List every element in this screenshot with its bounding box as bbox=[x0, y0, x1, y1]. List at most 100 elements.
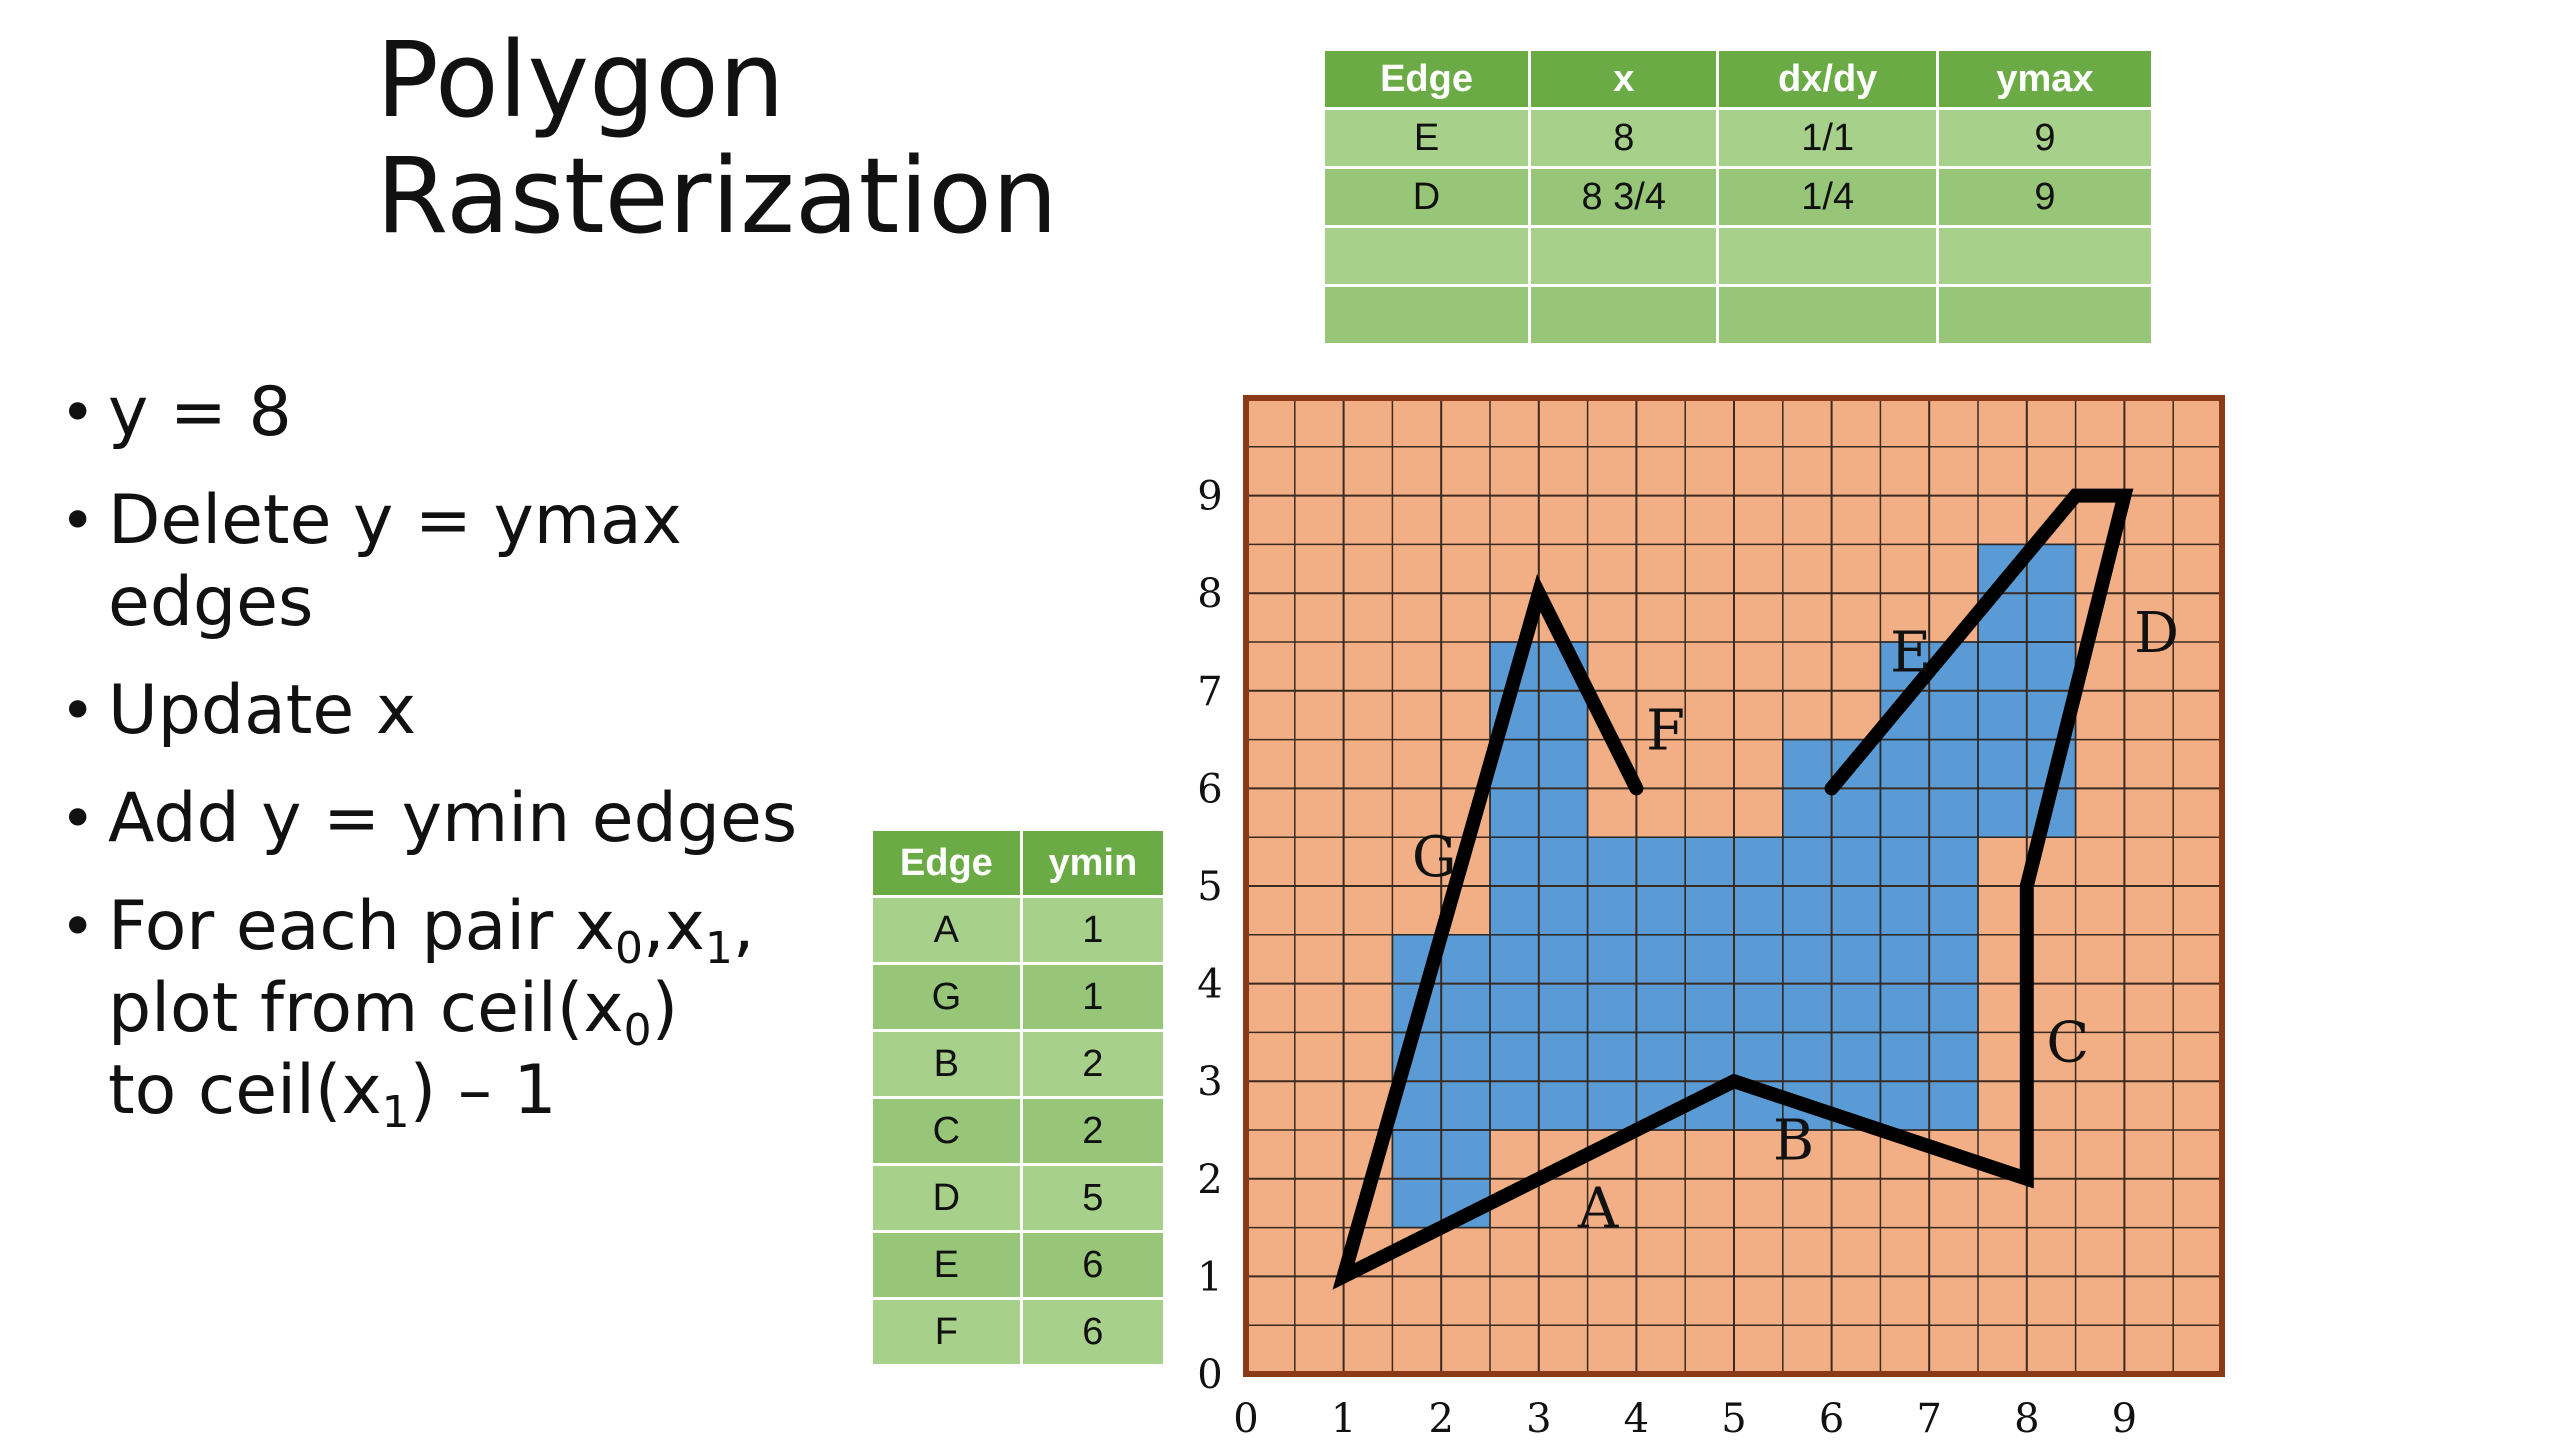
table-cell bbox=[1321, 225, 1532, 287]
subscript: 0 bbox=[623, 1005, 652, 1056]
bullet-text: , bbox=[732, 887, 755, 966]
table-header-row: Edge ymin bbox=[870, 828, 1167, 898]
grid-border bbox=[1243, 395, 2225, 1377]
bullet-y-equals-8: y = 8 bbox=[60, 372, 797, 454]
x-tick-label: 9 bbox=[2112, 1396, 2137, 1440]
edge-label-d: D bbox=[2134, 601, 2179, 666]
header-cell: dx/dy bbox=[1716, 48, 1939, 110]
x-tick-label: 2 bbox=[1428, 1396, 1453, 1440]
bullet-text: ) bbox=[651, 969, 679, 1048]
edge-label-f: F bbox=[1646, 698, 1685, 763]
bullet-update-x: Update x bbox=[60, 670, 797, 752]
bullet-add-edges: Add y = ymin edges bbox=[60, 778, 797, 860]
header-cell: Edge bbox=[1321, 48, 1532, 110]
header-cell: ymin bbox=[1019, 828, 1167, 898]
table-cell bbox=[1935, 284, 2155, 346]
edge-label-b: B bbox=[1773, 1108, 1814, 1173]
table-cell: 9 bbox=[1935, 166, 2155, 228]
table-cell bbox=[1716, 225, 1939, 287]
y-tick-label: 7 bbox=[1197, 669, 1222, 715]
edge-label-c: C bbox=[2046, 1011, 2089, 1076]
y-tick-label: 6 bbox=[1197, 766, 1222, 812]
table-cell: 6 bbox=[1019, 1230, 1167, 1300]
x-tick-label: 0 bbox=[1233, 1396, 1258, 1440]
subscript: 0 bbox=[615, 923, 644, 974]
bullet-text: y = 8 bbox=[108, 373, 292, 452]
table-cell: G bbox=[870, 962, 1023, 1032]
table-cell: B bbox=[870, 1029, 1023, 1099]
table-cell bbox=[1716, 284, 1939, 346]
x-tick-label: 8 bbox=[2014, 1396, 2039, 1440]
active-edge-table: Edge x dx/dy ymax E 8 1/1 9 D 8 3/4 1/4 … bbox=[1321, 48, 2155, 346]
table-row bbox=[1321, 225, 2155, 287]
table-cell bbox=[1528, 225, 1720, 287]
bullet-text: to ceil(x bbox=[108, 1051, 382, 1130]
table-cell: F bbox=[870, 1297, 1023, 1367]
header-cell: Edge bbox=[870, 828, 1023, 898]
table-header-row: Edge x dx/dy ymax bbox=[1321, 48, 2155, 110]
y-tick-label: 0 bbox=[1197, 1352, 1222, 1398]
y-tick-label: 3 bbox=[1197, 1059, 1222, 1105]
edge-label-e: E bbox=[1890, 620, 1931, 685]
slide-title: Polygon Rasterization bbox=[376, 22, 1058, 254]
edge-label-g: G bbox=[1412, 825, 1457, 890]
table-cell bbox=[1321, 284, 1532, 346]
header-cell: ymax bbox=[1935, 48, 2155, 110]
table-cell: 6 bbox=[1019, 1297, 1167, 1367]
raster-grid: A B C D E F G 0 1 2 3 4 5 6 7 8 9 0 1 2 3 4 5 6 7 8 9 bbox=[1197, 395, 2225, 1440]
table-cell: 2 bbox=[1019, 1029, 1167, 1099]
subscript: 1 bbox=[704, 923, 733, 974]
table-cell: C bbox=[870, 1096, 1023, 1166]
x-tick-label: 7 bbox=[1916, 1396, 1941, 1440]
table-cell: A bbox=[870, 895, 1023, 965]
bullet-delete-edges: Delete y = ymax edges bbox=[60, 480, 797, 644]
table-cell bbox=[1935, 225, 2155, 287]
bullet-for-each-pair: For each pair x0,x1, plot from ceil(x0) … bbox=[60, 886, 797, 1135]
bullet-text: plot from ceil(x bbox=[108, 969, 624, 1048]
x-tick-label: 3 bbox=[1526, 1396, 1551, 1440]
bullet-text: Add y = ymin edges bbox=[108, 779, 798, 858]
table-cell: 9 bbox=[1935, 107, 2155, 169]
bullet-text: edges bbox=[108, 563, 314, 642]
table-row bbox=[1321, 284, 2155, 346]
bullet-text: Update x bbox=[108, 671, 417, 750]
table-row: D 8 3/4 1/4 9 bbox=[1321, 166, 2155, 228]
y-tick-label: 9 bbox=[1197, 474, 1222, 520]
x-tick-label: 4 bbox=[1624, 1396, 1649, 1440]
table-cell: D bbox=[870, 1163, 1023, 1233]
table-cell: 5 bbox=[1019, 1163, 1167, 1233]
y-tick-label: 4 bbox=[1197, 962, 1222, 1008]
title-line-2: Rasterization bbox=[376, 135, 1058, 257]
y-tick-label: 1 bbox=[1197, 1254, 1222, 1300]
bullet-text: For each pair x bbox=[108, 887, 616, 966]
table-cell: 1/4 bbox=[1716, 166, 1939, 228]
x-tick-label: 5 bbox=[1721, 1396, 1746, 1440]
bullet-list: y = 8 Delete y = ymax edges Update x Add… bbox=[60, 372, 797, 1158]
bullet-text: ,x bbox=[643, 887, 705, 966]
table-row: E 8 1/1 9 bbox=[1321, 107, 2155, 169]
table-cell: 8 3/4 bbox=[1528, 166, 1720, 228]
y-tick-label: 5 bbox=[1197, 864, 1222, 910]
bullet-text: ) – 1 bbox=[409, 1051, 557, 1130]
y-tick-label: 8 bbox=[1197, 571, 1222, 617]
table-cell: 1 bbox=[1019, 962, 1167, 1032]
edge-label-a: A bbox=[1577, 1177, 1619, 1242]
y-tick-label: 2 bbox=[1197, 1157, 1222, 1203]
table-cell: D bbox=[1321, 166, 1532, 228]
header-cell: x bbox=[1528, 48, 1720, 110]
polygon-outline bbox=[1332, 488, 2134, 1290]
x-tick-label: 1 bbox=[1331, 1396, 1356, 1440]
title-line-1: Polygon bbox=[376, 19, 785, 141]
table-cell: E bbox=[870, 1230, 1023, 1300]
bullet-text: Delete y = ymax bbox=[108, 481, 682, 560]
table-cell: 8 bbox=[1528, 107, 1720, 169]
x-tick-label: 6 bbox=[1819, 1396, 1844, 1440]
